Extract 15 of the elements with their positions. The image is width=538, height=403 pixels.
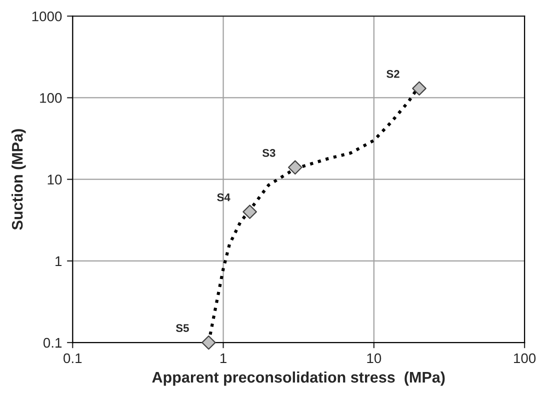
annotation: S3 bbox=[262, 149, 276, 157]
annotation: S4 bbox=[217, 193, 230, 202]
annotation: S2 bbox=[386, 70, 400, 78]
x-tick-label: 1 bbox=[220, 353, 226, 364]
y-tick-label: 0.1 bbox=[43, 338, 62, 348]
x-axis-title: Apparent preconsolidation stress (MPa) bbox=[152, 371, 445, 386]
x-tick-label: 10 bbox=[367, 353, 382, 364]
annotation: S5 bbox=[176, 324, 189, 332]
y-tick-label: 1000 bbox=[32, 11, 62, 22]
y-tick-label: 1 bbox=[56, 256, 62, 266]
x-tick-label: 0.1 bbox=[64, 353, 82, 364]
y-tick-label: 10 bbox=[48, 174, 62, 185]
y-tick-label: 100 bbox=[40, 93, 62, 103]
x-tick-label: 100 bbox=[514, 353, 536, 364]
y-axis-title: Suction (MPa) bbox=[12, 129, 26, 230]
